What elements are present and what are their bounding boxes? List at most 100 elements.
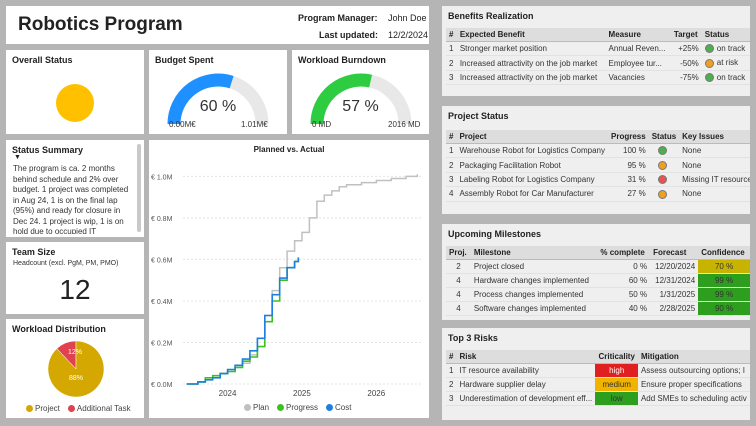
expand-chevron-icon[interactable]: ▼ (14, 154, 21, 161)
status-cell (648, 172, 680, 188)
table-row[interactable]: 2 Packaging Facilitation Robot 95 % None (446, 157, 750, 173)
page-title: Robotics Program (18, 14, 183, 35)
confidence-cell: 99 % (698, 287, 750, 302)
complete-cell: 50 % (597, 287, 651, 302)
milestones-table: Proj. Milestone % complete Forecast Conf… (446, 246, 750, 316)
status-dot-icon (657, 175, 667, 185)
row-number: 4 (446, 186, 457, 202)
project-cell: Labeling Robot for Logistics Company (456, 172, 609, 188)
col-header[interactable]: Confidence (698, 246, 750, 260)
milestone-cell: Software changes implemented (470, 301, 598, 316)
proj-cell: 2 (446, 259, 471, 274)
series-line-cost[interactable] (186, 257, 300, 385)
table-row[interactable]: 4 Software changes implemented 40 % 2/28… (446, 301, 750, 316)
forecast-cell: 2/28/2025 (650, 301, 699, 316)
table-row[interactable]: 1 IT resource availability high Assess o… (446, 363, 750, 378)
pie-label-project: 88% (69, 375, 84, 382)
col-header[interactable]: Status (701, 28, 750, 42)
legend-additional-task[interactable]: Additional Task (67, 404, 131, 413)
col-header[interactable]: Measure (605, 28, 671, 42)
y-tick-label: € 0.6M (151, 257, 173, 264)
col-header[interactable]: Expected Benefit (456, 28, 606, 42)
status-dot-icon (657, 160, 667, 170)
status-cell: on track (701, 70, 750, 86)
legend-cost[interactable]: Cost (326, 403, 351, 412)
table-row[interactable]: 2 Project closed 0 % 12/20/2024 70 % (446, 259, 750, 274)
proj-cell: 4 (446, 273, 471, 288)
budget-min: 0.00M€ (169, 120, 196, 129)
col-header[interactable]: % complete (597, 246, 651, 260)
project-cell: Warehouse Robot for Logistics Company (456, 143, 609, 159)
milestones-card: Upcoming Milestones Proj. Milestone % co… (442, 224, 750, 320)
col-header[interactable]: Criticality (595, 350, 638, 364)
criticality-cell: high (595, 363, 638, 378)
complete-cell: 0 % (597, 259, 651, 274)
table-row[interactable]: 4 Assembly Robot for Car Manufacturer 27… (446, 186, 750, 202)
issues-cell: None (679, 186, 750, 202)
updated-value: 12/2/2024 (388, 30, 429, 40)
status-dot-icon (704, 58, 714, 68)
complete-cell: 40 % (597, 301, 651, 316)
col-header[interactable]: Forecast (650, 246, 699, 260)
burndown-title: Workload Burndown (298, 55, 386, 65)
risk-cell: Hardware supplier delay (456, 377, 596, 392)
col-header[interactable]: Mitigation (637, 350, 750, 364)
progress-cell: 27 % (608, 186, 649, 202)
budget-value: 60 % (199, 98, 237, 115)
project-status-table: # Project Progress Status Key Issues 1 W… (446, 130, 750, 202)
x-tick-label: 2025 (293, 389, 311, 398)
col-header[interactable]: Progress (608, 130, 649, 144)
confidence-cell: 70 % (698, 259, 750, 274)
x-tick-label: 2026 (367, 389, 385, 398)
risk-cell: Underestimation of development eff... (456, 391, 596, 406)
col-header[interactable]: Project (456, 130, 609, 144)
criticality-cell: low (595, 391, 638, 406)
benefits-table: # Expected Benefit Measure Target Status… (446, 28, 750, 86)
table-row[interactable]: 1 Warehouse Robot for Logistics Company … (446, 143, 750, 159)
col-header[interactable]: # (446, 130, 457, 144)
col-header[interactable]: # (446, 350, 457, 364)
pm-label: Program Manager: (298, 13, 378, 23)
pie-slice-project[interactable] (47, 340, 105, 398)
col-header[interactable]: Risk (456, 350, 596, 364)
col-header[interactable]: Milestone (470, 246, 598, 260)
col-header[interactable]: Proj. (446, 246, 471, 260)
col-header[interactable]: # (446, 28, 457, 42)
row-number: 2 (446, 377, 457, 392)
col-header[interactable]: Key Issues (679, 130, 750, 144)
status-dot-icon (657, 189, 667, 199)
budget-max: 1.01M€ (241, 120, 268, 129)
benefit-cell: Stronger market position (456, 41, 606, 57)
pie-legend: Project Additional Task (26, 404, 131, 413)
table-row[interactable]: 2 Increased attractivity on the job mark… (446, 55, 750, 71)
mitigation-cell: Add SMEs to scheduling activ (637, 391, 750, 406)
status-summary-title: Status Summary (12, 145, 84, 155)
legend-project[interactable]: Project (26, 404, 60, 413)
table-row[interactable]: 4 Process changes implemented 50 % 1/31/… (446, 287, 750, 302)
measure-cell: Vacancies (605, 70, 671, 86)
benefit-cell: Increased attractivity on the job market (456, 55, 606, 71)
budget-card: Budget Spent 60 % 0.00M€ 1.01M€ (149, 50, 287, 134)
legend-progress[interactable]: Progress (277, 403, 318, 412)
risk-cell: IT resource availability (456, 363, 596, 378)
table-row[interactable]: 3 Underestimation of development eff... … (446, 391, 750, 406)
header-card: Robotics Program Program Manager: John D… (6, 6, 429, 44)
summary-scrollbar[interactable] (137, 144, 141, 232)
measure-cell: Annual Reven... (605, 41, 671, 57)
series-line-plan[interactable] (186, 174, 419, 385)
col-header[interactable]: Status (648, 130, 680, 144)
table-row[interactable]: 2 Hardware supplier delay medium Ensure … (446, 377, 750, 392)
planned-vs-actual-card: Planned vs. Actual € 0.0M € 0.2M € 0.4M € 0… (149, 140, 429, 418)
table-row[interactable]: 3 Increased attractivity on the job mark… (446, 70, 750, 86)
legend-plan[interactable]: Plan (244, 403, 269, 412)
milestones-title: Upcoming Milestones (448, 229, 542, 239)
burndown-value: 57 % (342, 98, 379, 115)
table-row[interactable]: 1 Stronger market position Annual Reven.… (446, 41, 750, 57)
pm-value: John Doe (388, 13, 427, 23)
row-number: 3 (446, 172, 457, 188)
project-status-title: Project Status (448, 111, 509, 121)
col-header[interactable]: Target (670, 28, 702, 42)
table-row[interactable]: 3 Labeling Robot for Logistics Company 3… (446, 172, 750, 188)
table-row[interactable]: 4 Hardware changes implemented 60 % 12/3… (446, 273, 750, 288)
y-tick-label: € 0.0M (151, 382, 173, 389)
